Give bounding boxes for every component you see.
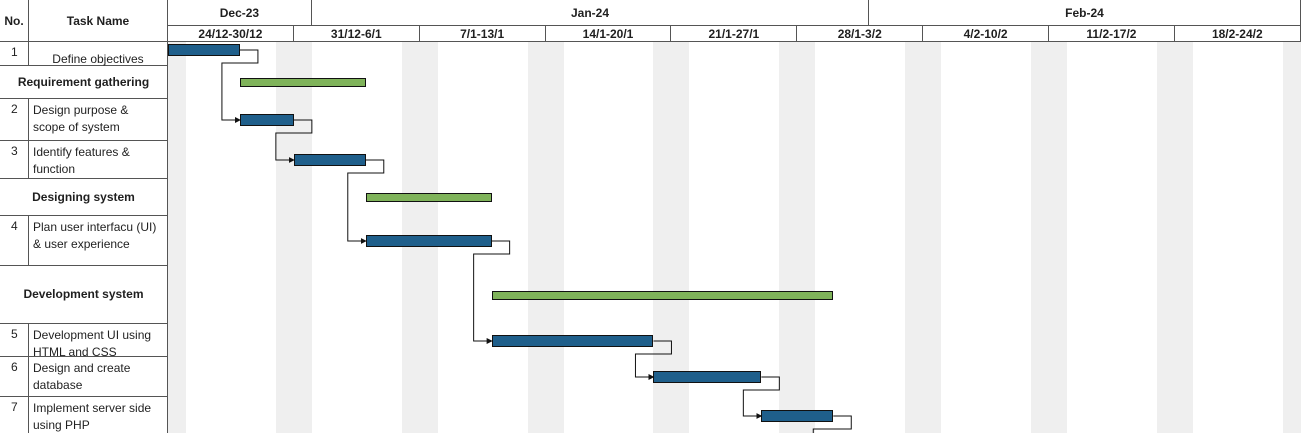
task-number: 1 [0,42,29,66]
task-bar [365,235,492,247]
weekend-stripe [923,42,942,433]
no-column-header: No. [0,0,29,42]
weekend-stripe [527,42,546,433]
weekend-stripe [905,42,924,433]
task-number: 7 [0,397,29,433]
task-name: Design and create database [29,357,168,397]
task-number: 5 [0,324,29,357]
task-name: Development UI using HTML and CSS [29,324,168,359]
task-name: Plan user interfacu (UI) & user experien… [29,216,168,266]
weekend-stripe [671,42,690,433]
weekend-stripe [1049,42,1068,433]
task-name: Define objectives [29,42,168,66]
task-name-column-header: Task Name [29,0,168,42]
week-header: 24/12-30/12 [168,26,294,42]
weekend-stripe [168,42,186,433]
weekend-stripe [1174,42,1193,433]
weekend-stripe [1282,42,1301,433]
week-header: 28/1-3/2 [797,26,924,42]
week-header: 4/2-10/2 [923,26,1050,42]
weekend-stripe [1156,42,1175,433]
week-header: 31/12-6/1 [293,26,420,42]
task-name: Identify features & function [29,141,168,179]
weekend-stripe [275,42,294,433]
task-bar [168,44,240,56]
group-name: Development system [0,266,168,324]
weekend-stripe [653,42,672,433]
week-header: 11/2-17/2 [1049,26,1175,42]
weekend-stripe [1031,42,1050,433]
week-header: 14/1-20/1 [545,26,672,42]
task-number: 4 [0,216,29,266]
task-bar [293,154,366,166]
group-bar [365,193,492,202]
group-name: Requirement gathering [0,66,168,99]
week-header: 18/2-24/2 [1174,26,1301,42]
weekend-stripe [779,42,798,433]
task-bar [653,371,762,383]
group-bar [491,291,834,300]
weekend-stripe [797,42,816,433]
task-number: 6 [0,357,29,397]
task-name: Design purpose & scope of system [29,99,168,141]
task-bar [239,114,294,126]
group-name: Designing system [0,179,168,216]
week-header: 7/1-13/1 [419,26,546,42]
group-bar [239,78,366,87]
weekend-stripe [293,42,312,433]
week-header: 21/1-27/1 [671,26,798,42]
month-header: Feb-24 [869,0,1301,26]
task-name: Implement server side using PHP [29,397,168,433]
task-number: 2 [0,99,29,141]
task-bar [761,410,834,422]
weekend-stripe [545,42,564,433]
task-number: 3 [0,141,29,179]
task-bar [491,335,654,347]
month-header: Dec-23 [168,0,312,26]
month-header: Jan-24 [311,0,870,26]
